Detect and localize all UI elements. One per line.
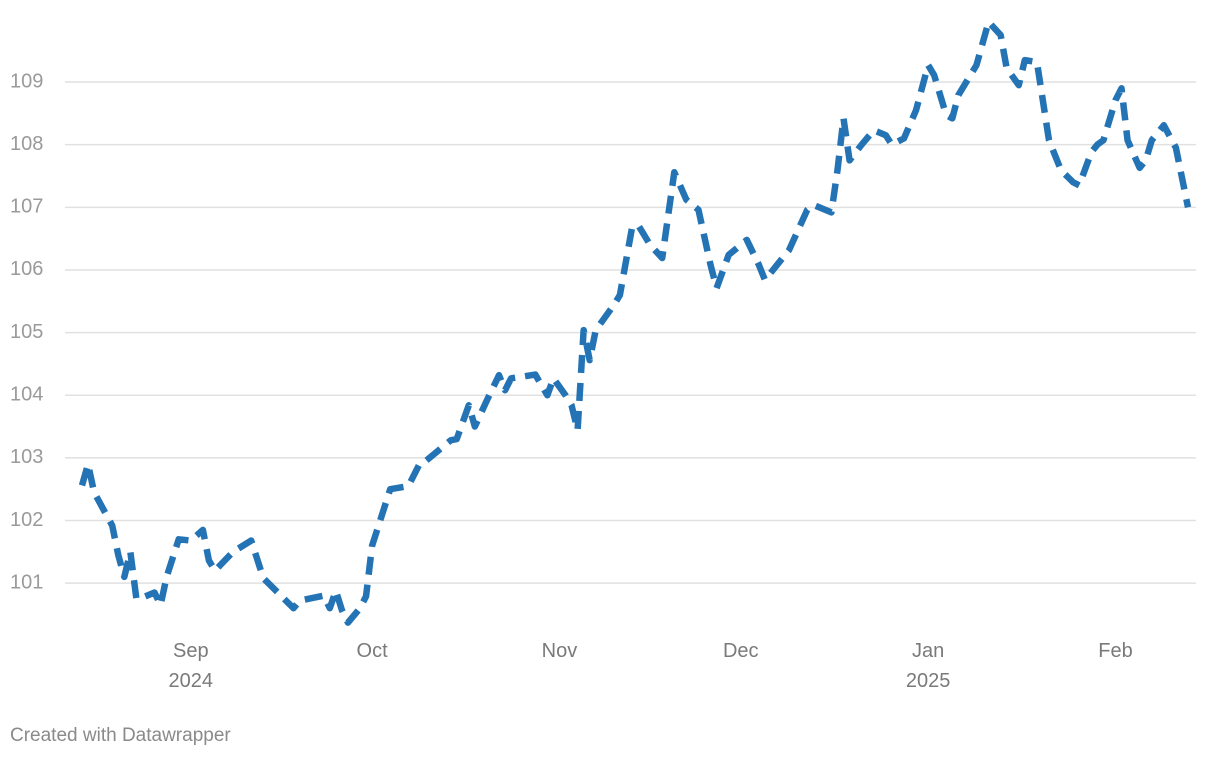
x-tick-label: Sep 2024 [168, 640, 214, 692]
chart: 101 102 103 104 105 106 107 108 109 [10, 18, 1196, 626]
footer: Created with Datawrapper [10, 725, 231, 746]
y-tick-label: 103 [10, 446, 43, 468]
y-tick-label: 104 [10, 384, 43, 406]
x-tick-label: Feb [1098, 640, 1133, 662]
y-tick-label: 109 [10, 70, 43, 92]
y-tick-label: 101 [10, 571, 43, 593]
y-tick-label: 106 [10, 258, 43, 280]
y-tick-label: 108 [10, 133, 43, 155]
y-tick-label: 107 [10, 196, 43, 218]
y-tick-label: 102 [10, 509, 43, 531]
x-tick-label: Oct [356, 640, 388, 662]
x-tick-label: Jan 2025 [905, 640, 951, 692]
x-tick-label: Dec [722, 640, 759, 662]
data-line [78, 18, 1192, 626]
y-tick-label: 105 [10, 321, 43, 343]
x-tick-label: Nov [541, 640, 578, 662]
